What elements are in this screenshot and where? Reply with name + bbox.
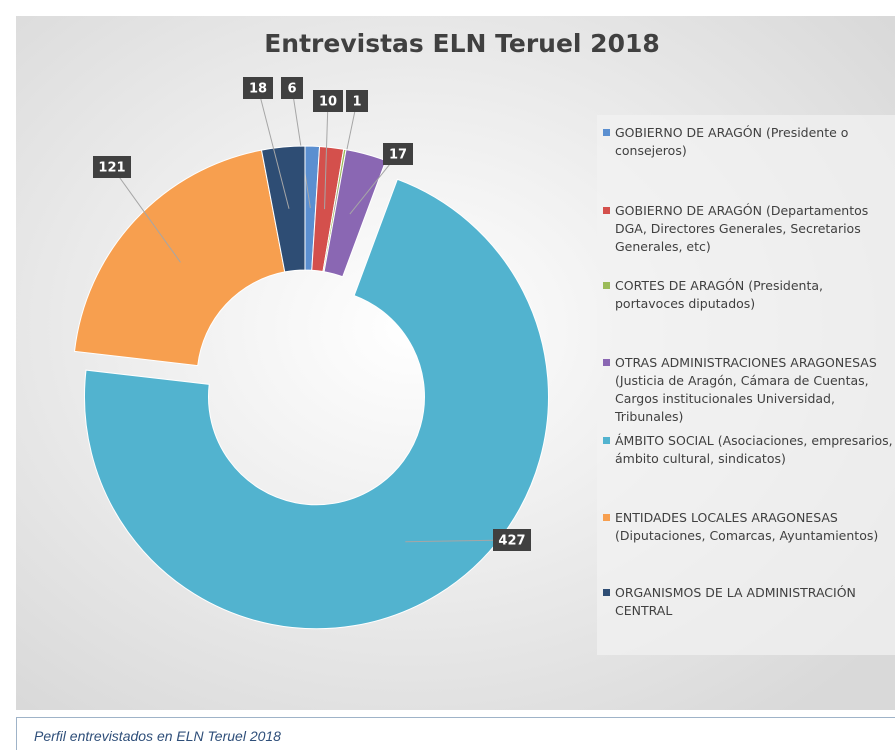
chart: Entrevistas ELN Teruel 2018 6 10 1 17 427 121… xyxy=(16,16,895,710)
chart-title: Entrevistas ELN Teruel 2018 xyxy=(264,29,660,58)
data-label-box xyxy=(493,529,531,551)
donut-segment xyxy=(323,149,387,278)
leader-line xyxy=(111,166,181,263)
legend-item: GOBIERNO DE ARAGÓN (Departamentos DGA, D… xyxy=(603,202,895,256)
data-label-box xyxy=(313,90,343,112)
legend-swatch xyxy=(603,514,610,521)
data-label-box xyxy=(383,143,413,165)
legend-label: OTRAS ADMINISTRACIONES ARAGONESAS (Justi… xyxy=(615,355,877,424)
legend-label: GOBIERNO DE ARAGÓN (Presidente o conseje… xyxy=(615,125,849,158)
legend-swatch xyxy=(603,129,610,136)
legend-swatch xyxy=(603,282,610,289)
data-label: 6 xyxy=(287,82,296,97)
data-label-box xyxy=(93,156,131,178)
data-label: 1 xyxy=(352,95,361,110)
legend-label: ENTIDADES LOCALES ARAGONESAS (Diputacion… xyxy=(615,510,879,543)
legend-item: GOBIERNO DE ARAGÓN (Presidente o conseje… xyxy=(603,124,895,160)
data-label-box xyxy=(243,77,273,99)
donut-segment xyxy=(83,178,549,630)
legend-swatch xyxy=(603,589,610,596)
legend-item: ENTIDADES LOCALES ARAGONESAS (Diputacion… xyxy=(603,509,895,545)
legend-label: CORTES DE ARAGÓN (Presidenta, portavoces… xyxy=(615,278,824,311)
legend-item: ORGANISMOS DE LA ADMINISTRACIÓN CENTRAL xyxy=(603,584,895,620)
legend-panel xyxy=(597,115,895,655)
legend-label: ÁMBITO SOCIAL (Asociaciones, empresarios… xyxy=(615,433,893,466)
caption: Perfil entrevistados en ELN Teruel 2018 xyxy=(16,717,895,750)
legend-label: GOBIERNO DE ARAGÓN (Departamentos DGA, D… xyxy=(615,203,869,254)
data-label: 18 xyxy=(249,82,267,97)
legend-swatch xyxy=(603,437,610,444)
legend-item: CORTES DE ARAGÓN (Presidenta, portavoces… xyxy=(603,277,895,313)
legend-item: OTRAS ADMINISTRACIONES ARAGONESAS (Justi… xyxy=(603,354,895,426)
legend-label: ORGANISMOS DE LA ADMINISTRACIÓN CENTRAL xyxy=(615,585,856,618)
data-label: 10 xyxy=(319,95,337,110)
leader-line xyxy=(324,100,329,210)
donut-segment xyxy=(73,149,286,367)
legend-item: ÁMBITO SOCIAL (Asociaciones, empresarios… xyxy=(603,432,895,468)
data-label: 17 xyxy=(389,148,407,163)
data-label: 427 xyxy=(498,534,525,549)
data-label: 121 xyxy=(98,161,125,176)
donut-segment xyxy=(260,145,306,273)
legend-swatch xyxy=(603,207,610,214)
data-label-box xyxy=(346,90,368,112)
leader-line xyxy=(257,87,290,209)
legend-swatch xyxy=(603,359,610,366)
data-label-box xyxy=(281,77,303,99)
